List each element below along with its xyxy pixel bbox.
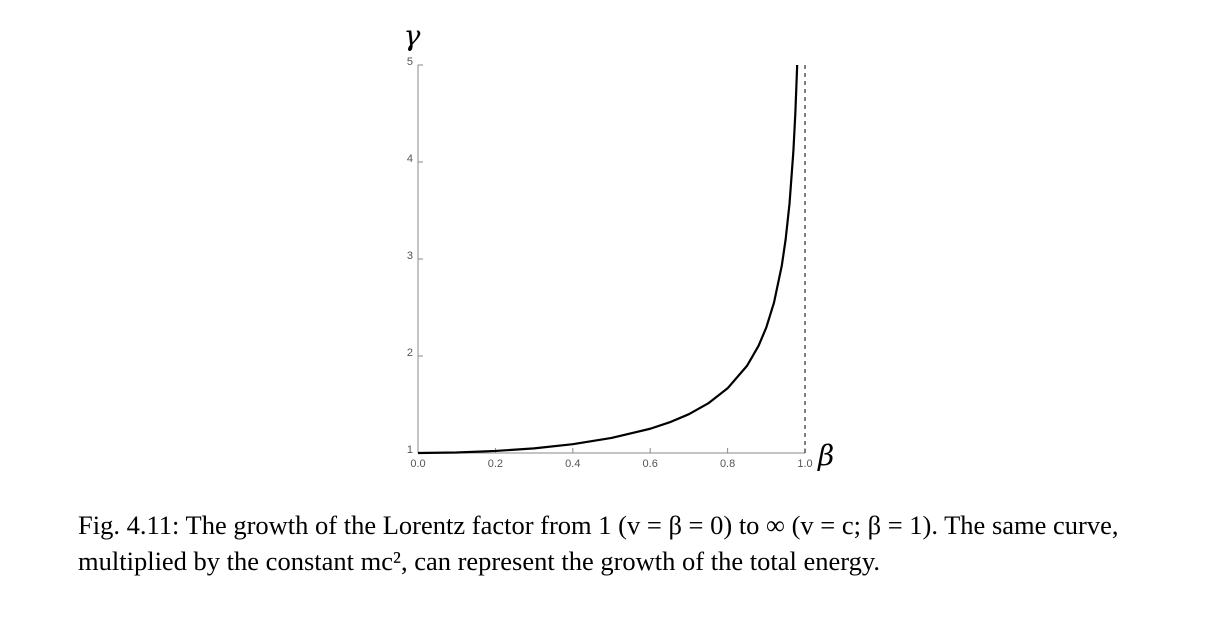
y-tick-label: 4	[407, 153, 413, 165]
x-tick-label: 0.4	[565, 458, 580, 470]
x-axis-label: β	[817, 439, 834, 472]
y-tick-label: 5	[407, 56, 413, 68]
x-tick-label: 0.6	[643, 458, 658, 470]
y-axis-label: γ	[404, 19, 421, 52]
x-tick-label: 1.0	[797, 458, 812, 470]
curve	[417, 64, 799, 455]
x-tick-label: 0.2	[488, 458, 503, 470]
chart: γ β 0.0 0.2 0.4 0.6 0.8 1.0 1 2 3 4 5	[404, 19, 835, 472]
x-tick-label: 0.8	[720, 458, 735, 470]
x-tick-label: 0.0	[410, 458, 425, 470]
y-tick-label: 2	[407, 347, 413, 359]
y-tick-label: 1	[407, 444, 413, 456]
y-tick-label: 3	[407, 250, 413, 262]
caption: Fig. 4.11: The growth of the Lorentz fac…	[78, 510, 1119, 576]
